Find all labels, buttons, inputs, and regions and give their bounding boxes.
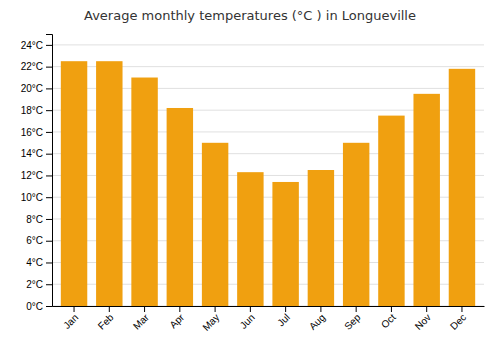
x-tick-mark — [109, 306, 110, 312]
y-tick-label: 24°C — [21, 40, 43, 51]
x-tick: May — [200, 306, 221, 333]
y-tick-mark — [46, 241, 52, 242]
title: Average monthly temperatures (°C ) in Lo… — [84, 8, 416, 23]
x-tick-label: Jan — [61, 312, 80, 331]
grid-line — [52, 44, 484, 45]
y-tick: 0°C — [26, 301, 52, 312]
x-tick-label: Feb — [96, 311, 116, 331]
y-tick-label: 12°C — [21, 170, 43, 181]
y-tick: 8°C — [26, 214, 52, 225]
y-tick: 16°C — [21, 127, 52, 138]
y-tick: 2°C — [26, 279, 52, 290]
bar — [378, 116, 404, 306]
x-tick-mark — [179, 306, 180, 312]
grid — [52, 45, 484, 306]
x-tick: Jun — [238, 306, 257, 331]
y-tick-mark — [46, 67, 52, 68]
bar — [202, 143, 228, 306]
x-tick-label: Nov — [413, 312, 433, 332]
y-tick: 20°C — [21, 83, 52, 94]
y-tick-label: 14°C — [21, 148, 43, 159]
bar — [343, 143, 369, 306]
axis-line — [53, 306, 485, 307]
x-tick-mark — [215, 306, 216, 312]
x-tick-label: Aug — [307, 312, 327, 332]
x-tick: Sep — [342, 306, 363, 332]
y-tick-label: 0°C — [26, 301, 43, 312]
bars — [61, 61, 475, 306]
x-tick-label: Oct — [379, 312, 398, 331]
x-tick-mark — [426, 306, 427, 312]
bar — [131, 78, 157, 306]
bar — [449, 69, 475, 306]
y-tick-label: 10°C — [21, 192, 43, 203]
bar — [308, 170, 334, 306]
y-tick-mark — [46, 306, 52, 307]
y-tick-mark — [46, 284, 52, 285]
y-tick-mark — [46, 110, 52, 111]
x-tick-mark — [320, 306, 321, 312]
y-tick: 24°C — [21, 40, 52, 51]
y-axis: 0°C 2°C 4°C 6°C 8°C 10°C 12°C 14°C 16°C 18°C 20°C 2… — [21, 35, 53, 312]
x-tick-mark — [356, 306, 357, 312]
y-tick-label: 8°C — [26, 214, 43, 225]
bar — [61, 61, 87, 306]
y-tick: 6°C — [26, 235, 52, 246]
x-tick-mark — [74, 306, 75, 312]
y-tick-mark — [46, 197, 52, 198]
y-tick-label: 22°C — [21, 61, 43, 72]
y-tick-label: 2°C — [26, 279, 43, 290]
x-tick-mark — [391, 306, 392, 312]
x-tick-mark — [285, 306, 286, 312]
y-tick-label: 16°C — [21, 127, 43, 138]
x-tick-mark — [250, 306, 251, 312]
y-tick-mark — [46, 262, 52, 263]
x-tick: Dec — [448, 306, 468, 332]
x-tick-mark — [144, 306, 145, 312]
y-tick: 22°C — [21, 61, 52, 72]
x-tick: Nov — [413, 306, 433, 332]
axis-line — [46, 35, 53, 307]
x-axis: Jan Feb Mar Apr May Jun Jul Aug Sep Oct Nov Dec — [53, 306, 485, 333]
x-tick: Mar — [131, 306, 151, 332]
x-tick: Jan — [61, 306, 80, 331]
x-tick-label: May — [200, 312, 221, 333]
plot: Jan Feb Mar Apr May Jun Jul Aug Sep Oct Nov Dec 0°C 2… — [21, 35, 485, 333]
y-tick-label: 4°C — [26, 257, 43, 268]
y-tick-mark — [46, 219, 52, 220]
x-tick: Oct — [379, 306, 398, 330]
x-tick: Aug — [307, 306, 327, 332]
x-tick-label: Apr — [167, 311, 186, 330]
y-tick: 18°C — [21, 105, 52, 116]
x-tick-mark — [461, 306, 462, 312]
y-tick: 14°C — [21, 148, 52, 159]
bar — [413, 94, 439, 306]
x-tick-label: Dec — [448, 312, 468, 332]
y-tick: 10°C — [21, 192, 52, 203]
x-tick-label: Jun — [238, 312, 257, 331]
y-tick-mark — [46, 175, 52, 176]
bar — [96, 61, 122, 306]
chart: Average monthly temperatures (°C ) in Lo… — [0, 0, 500, 350]
y-tick-mark — [46, 154, 52, 155]
y-tick-label: 18°C — [21, 105, 43, 116]
x-tick-label: Sep — [342, 311, 363, 332]
y-tick-mark — [46, 132, 52, 133]
x-tick-label: Mar — [131, 311, 151, 331]
y-tick: 12°C — [21, 170, 52, 181]
bar — [237, 172, 263, 306]
bar — [167, 108, 193, 306]
x-tick: Jul — [275, 306, 292, 328]
bar — [272, 182, 298, 306]
y-tick: 4°C — [26, 257, 52, 268]
y-tick-mark — [46, 88, 52, 89]
y-tick-mark — [46, 45, 52, 46]
x-tick-label: Jul — [275, 312, 292, 329]
x-tick: Feb — [96, 306, 116, 332]
y-tick-label: 6°C — [26, 235, 43, 246]
x-tick: Apr — [167, 306, 186, 330]
y-tick-label: 20°C — [21, 83, 43, 94]
